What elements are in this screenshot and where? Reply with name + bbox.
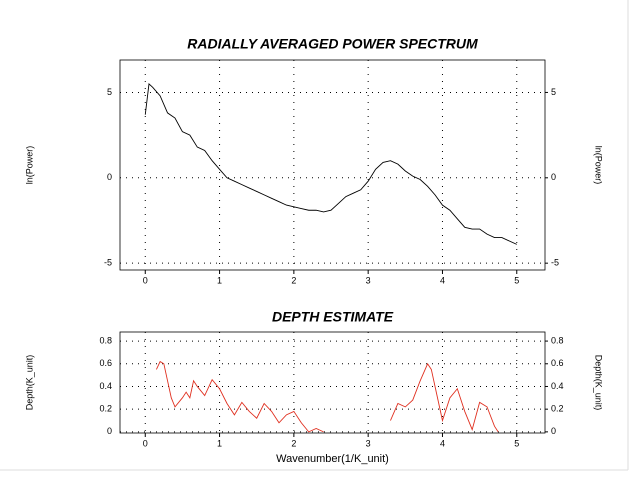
y2-tick-label: 5 [551,87,556,97]
x-tick-label: 3 [366,275,371,285]
y2-tick-label: 0.6 [551,358,564,368]
x-tick-label: 5 [514,438,519,448]
y-tick-label: 0.4 [99,381,112,391]
y2-axis-label: Depth(K_unit) [594,355,604,411]
plot-frame [119,331,546,434]
x-tick-label: 2 [291,438,296,448]
y2-tick-label: 0.2 [551,404,564,414]
y-tick-label: 0.8 [99,335,112,345]
y-tick-label: 5 [107,87,112,97]
y-tick-label: 0.2 [99,404,112,414]
x-tick-label: 1 [217,275,222,285]
x-tick-label: 3 [366,438,371,448]
y-tick-label: 0 [107,172,112,182]
x-tick-label: 2 [291,275,296,285]
y2-tick-label: 0.8 [551,335,564,345]
chart-title: DEPTH ESTIMATE [272,309,394,325]
x-tick-label: 5 [514,275,519,285]
x-axis-label: Wavenumber(1/K_unit) [276,453,389,465]
x-tick-label: 1 [217,438,222,448]
plot-frame [119,59,546,271]
x-tick-label: 4 [440,275,445,285]
y-tick-label: 0.6 [99,358,112,368]
y-axis-label: ln(Power) [24,146,34,185]
chart-title: RADIALLY AVERAGED POWER SPECTRUM [187,36,478,52]
y-tick-label: -5 [104,258,112,268]
x-tick-label: 4 [440,438,445,448]
data-line [155,360,499,433]
data-line [144,82,517,245]
y2-tick-label: -5 [551,258,559,268]
y2-tick-label: 0.4 [551,381,564,391]
y2-axis-label: ln(Power) [594,146,604,185]
x-tick-label: 0 [143,438,148,448]
x-tick-label: 0 [143,275,148,285]
y-axis-label: Depth(K_unit) [24,355,34,411]
y2-tick-label: 0 [551,426,556,436]
y2-tick-label: 0 [551,172,556,182]
y-tick-label: 0 [107,426,112,436]
